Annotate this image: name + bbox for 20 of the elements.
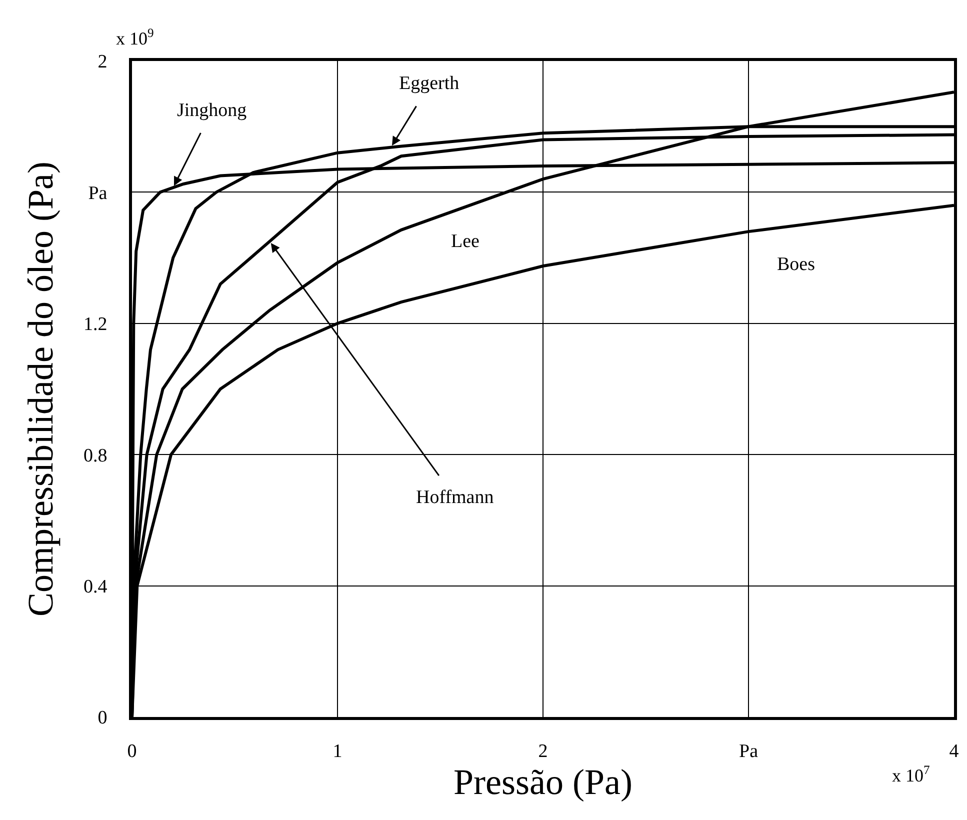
text: Jinghong (177, 100, 248, 121)
text: Eggerth (399, 73, 460, 94)
y-tick-label: Pa (88, 182, 108, 204)
y-tick-label: 2 (98, 52, 108, 73)
x-axis-title: Pressão (Pa) (454, 762, 632, 802)
text: x 10$^{9}$ (116, 26, 154, 49)
x-tick-label: 0 (127, 740, 137, 762)
y-axis-title: Compressibilidade do óleo (Pa) (20, 162, 60, 616)
y-tick-label: 0.4 (83, 576, 108, 598)
y-tick-label: 0 (98, 708, 108, 729)
x-tick-label: 1 (332, 740, 342, 762)
series-label: Lee (451, 231, 480, 252)
y-tick-label: 0.8 (83, 445, 108, 466)
x-tick-label: Pa (739, 740, 759, 762)
annotation: Hoffmann (416, 487, 494, 508)
y-tick-label: 1.2 (83, 314, 108, 336)
x-tick-label: 2 (538, 740, 548, 762)
x-tick-label: 4 (949, 740, 960, 762)
text: x 10$^{7}$ (892, 763, 930, 786)
series-label: Boes (777, 254, 815, 275)
